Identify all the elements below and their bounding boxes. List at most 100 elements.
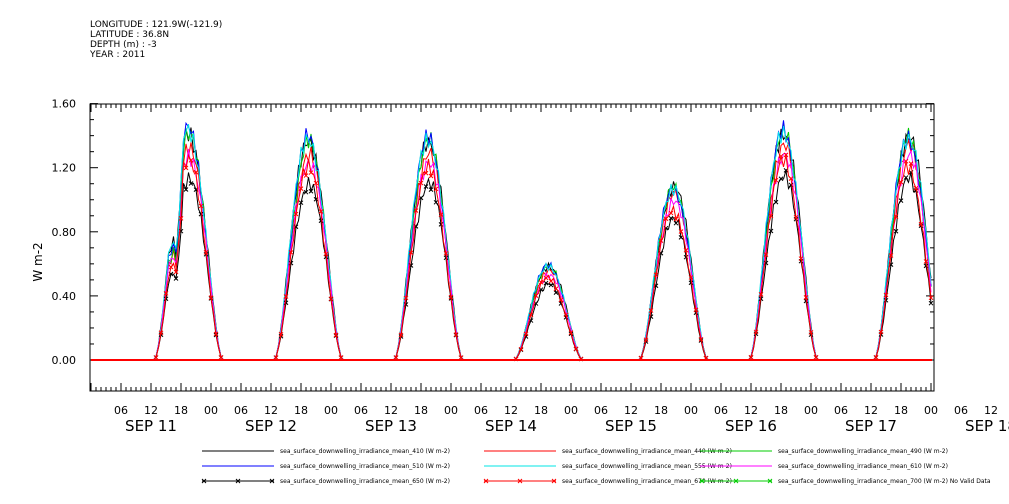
y-tick-label: 0.40 (52, 290, 77, 303)
series-marker (538, 279, 544, 285)
legend-label: sea_surface_downwelling_irradiance_mean_… (280, 478, 450, 485)
series-marker (883, 292, 889, 298)
x-tick-label: 18 (414, 404, 428, 417)
series-marker (873, 354, 879, 360)
series-marker (803, 295, 809, 300)
plot-frame (89, 103, 935, 392)
series-marker (193, 169, 199, 175)
series-marker (898, 198, 904, 203)
x-tick-label: 00 (204, 404, 218, 417)
series-marker (533, 293, 539, 299)
series-marker (428, 173, 434, 179)
x-tick-label: 06 (354, 404, 368, 417)
day-label: SEP 14 (485, 417, 537, 435)
day-label: SEP 11 (125, 417, 177, 435)
series-marker (418, 180, 424, 186)
legend-label: sea_surface_downwelling_irradiance_mean_… (562, 478, 732, 485)
legend-label: sea_surface_downwelling_irradiance_mean_… (280, 463, 450, 470)
series-marker (888, 253, 894, 258)
series-line (91, 154, 932, 361)
day-label: SEP 13 (365, 417, 417, 435)
depth-text: DEPTH (m) : -3 (90, 40, 157, 50)
series-marker (208, 295, 214, 300)
x-tick-label: 18 (174, 404, 188, 417)
series-marker (303, 189, 309, 195)
series-marker (298, 186, 304, 192)
legend-label: sea_surface_downwelling_irradiance_mean_… (562, 448, 732, 455)
series-marker (793, 214, 799, 220)
series-marker (158, 330, 164, 336)
series-marker (678, 229, 684, 234)
series-marker (163, 291, 169, 296)
series-marker (758, 292, 764, 297)
x-tick-label: 00 (924, 404, 938, 417)
x-tick-label: 18 (894, 404, 908, 417)
legend-marker (767, 478, 773, 484)
series-marker (693, 307, 699, 313)
chart-legend: sea_surface_downwelling_irradiance_mean_… (201, 448, 991, 485)
series-marker (203, 250, 209, 255)
series-marker (278, 332, 284, 337)
series-marker (913, 185, 919, 191)
y-tick-label: 0.80 (52, 226, 77, 239)
series-marker (328, 296, 334, 302)
series-marker (168, 264, 174, 270)
series-marker (408, 250, 414, 256)
x-tick-label: 00 (804, 404, 818, 417)
x-tick-label: 06 (594, 404, 608, 417)
legend-label: sea_surface_downwelling_irradiance_mean_… (778, 448, 948, 455)
y-axis-label: W m-2 (31, 242, 45, 281)
series-line (91, 138, 932, 361)
legend-marker (551, 478, 557, 484)
metadata-header: LONGITUDE : 121.9W(-121.9) LATITUDE : 36… (90, 20, 222, 60)
legend-marker (235, 478, 241, 484)
series-marker (173, 269, 179, 275)
y-tick-label: 1.20 (52, 162, 77, 175)
series-marker (553, 286, 559, 292)
series-marker (423, 170, 429, 176)
series-marker (668, 210, 674, 216)
series-marker (753, 329, 759, 335)
series-marker (528, 312, 534, 318)
legend-marker (483, 478, 489, 484)
day-label: SEP 12 (245, 417, 297, 435)
series-marker (403, 295, 409, 301)
x-tick-label: 12 (264, 404, 278, 417)
series-marker (768, 228, 774, 234)
year-text: YEAR : 2011 (90, 50, 146, 60)
series-marker (218, 355, 224, 360)
series-marker (898, 179, 904, 185)
series-marker (153, 355, 159, 360)
series-marker (433, 199, 439, 205)
chart-series (91, 120, 934, 362)
series-marker (668, 215, 674, 221)
series-marker (423, 184, 429, 189)
series-marker (673, 220, 679, 226)
latitude-text: LATITUDE : 36.8N (90, 30, 170, 40)
x-tick-label: 06 (834, 404, 848, 417)
series-marker (903, 158, 909, 164)
x-tick-label: 18 (774, 404, 788, 417)
series-marker (543, 280, 549, 286)
legend-marker (733, 478, 739, 484)
series-marker (188, 181, 194, 186)
y-tick-label: 1.60 (52, 98, 77, 111)
series-marker (398, 332, 404, 338)
series-marker (573, 346, 579, 352)
series-line (91, 127, 932, 361)
x-tick-label: 00 (324, 404, 338, 417)
series-marker (183, 165, 189, 171)
legend-label: sea_surface_downwelling_irradiance_mean_… (778, 478, 991, 485)
series-marker (673, 216, 679, 222)
series-marker (288, 250, 294, 255)
series-marker (558, 297, 564, 303)
series-marker (813, 354, 819, 360)
series-marker (928, 295, 934, 301)
series-marker (163, 296, 169, 302)
series-marker (563, 312, 569, 318)
x-tick-label: 12 (624, 404, 638, 417)
series-marker (688, 275, 694, 280)
day-label: SEP 17 (845, 417, 897, 435)
legend-marker (517, 478, 523, 484)
series-marker (893, 228, 899, 234)
